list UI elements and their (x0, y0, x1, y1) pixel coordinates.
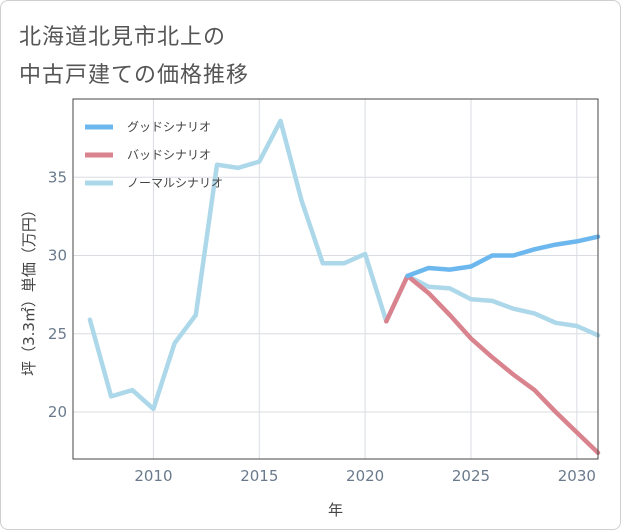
x-tick-label: 2025 (452, 467, 490, 485)
x-tick-label: 2015 (240, 467, 278, 485)
series-lines (87, 118, 601, 455)
y-tick-label: 20 (48, 403, 67, 421)
chart-title-line1: 北海道北見市北上の (19, 25, 227, 50)
y-tick-label: 25 (48, 325, 67, 343)
legend-label: バッドシナリオ (127, 148, 211, 162)
x-tick-label: 2030 (558, 467, 596, 485)
plot-frame (72, 98, 599, 460)
series-line-2 (405, 234, 601, 279)
series-line-0 (87, 118, 601, 412)
x-tick-label: 2010 (134, 467, 172, 485)
y-tick-label: 30 (48, 247, 67, 265)
x-tick-label: 2020 (346, 467, 384, 485)
legend-label: ノーマルシナリオ (127, 176, 223, 190)
legend-label: グッドシナリオ (127, 120, 211, 134)
y-axis-label: 坪（3.3㎡）単価（万円） (20, 202, 38, 376)
x-axis-label: 年 (328, 501, 343, 519)
series-line-1 (384, 273, 601, 455)
y-tick-label: 35 (48, 168, 67, 186)
chart-title-line2: 中古戸建ての価格推移 (19, 63, 250, 88)
